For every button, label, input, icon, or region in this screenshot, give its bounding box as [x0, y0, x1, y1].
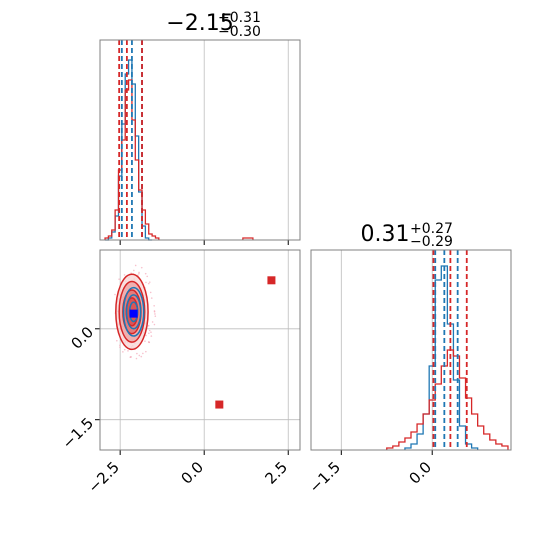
joint-sample-point	[153, 310, 156, 312]
joint-sample-point	[154, 315, 157, 318]
joint-sample-point	[116, 339, 118, 342]
joint-sample-point	[123, 348, 126, 351]
y-marginal-hist-series_a	[404, 265, 479, 450]
x-marginal-hist-tail	[242, 237, 254, 240]
y-marginal-frame	[310, 249, 512, 451]
joint-sample-point	[146, 275, 149, 278]
joint-sample-point	[118, 278, 120, 280]
joint-sample-point	[150, 331, 152, 334]
joint-sample-point	[147, 282, 150, 285]
x-marginal-frame	[99, 39, 301, 241]
joint-sample-point	[114, 293, 116, 296]
joint-sample-point	[123, 274, 126, 276]
joint-sample-point	[150, 335, 153, 337]
joint-sample-point	[130, 356, 132, 358]
joint-sample-point	[148, 281, 151, 283]
joint-sample-point	[145, 281, 147, 284]
joint-sample-point	[147, 341, 150, 343]
y-title-sub: −0.29	[410, 234, 453, 250]
x-title-value: −2.15	[166, 11, 233, 36]
joint-sample-point	[133, 269, 135, 272]
joint-sample-point	[153, 304, 155, 307]
joint-sample-point	[119, 346, 121, 348]
joint-sample-point	[127, 350, 129, 352]
joint-sample-point	[140, 266, 143, 269]
joint-sample-point	[144, 340, 146, 342]
joint-frame	[99, 249, 301, 451]
joint-sample-point	[148, 332, 150, 335]
joint-sample-point	[138, 354, 141, 357]
joint-point-0	[267, 276, 276, 285]
joint-sample-point	[135, 357, 138, 360]
y-title-value: 0.31	[361, 222, 410, 247]
joint-sample-point	[142, 352, 144, 355]
joint-sample-point	[151, 321, 154, 323]
x-title-sub: −0.30	[218, 24, 261, 40]
joint-sample-point	[145, 334, 147, 337]
joint-sample-point	[138, 271, 140, 274]
x-marginal-title: −2.15	[166, 11, 233, 36]
joint-sample-point	[134, 264, 137, 267]
joint-sample-point	[148, 329, 151, 332]
joint-sample-point	[154, 313, 156, 315]
joint-sample-point	[149, 291, 152, 294]
joint-sample-point	[153, 323, 156, 326]
y-title-sup: +0.27	[410, 221, 453, 237]
joint-contour-series_a-1	[125, 294, 142, 330]
x-marginal-hist-series_a	[105, 59, 153, 241]
joint-sample-point	[150, 297, 153, 299]
y-marginal-hist-series_b	[386, 349, 509, 450]
joint-sample-point	[138, 272, 140, 275]
y-marginal-title: 0.31	[361, 222, 410, 247]
joint-contour-series_a-2	[128, 301, 139, 323]
joint-sample-point	[119, 344, 121, 347]
joint-sample-point	[147, 324, 150, 327]
joint-sample-point	[144, 272, 147, 275]
joint-sample-point	[145, 350, 147, 353]
x-title-sup: +0.31	[218, 10, 261, 26]
joint-contour-series_a-0	[122, 286, 145, 337]
joint-sample-point	[136, 352, 138, 355]
joint-sample-point	[140, 355, 143, 358]
joint-point-2	[129, 309, 138, 318]
joint-sample-point	[122, 351, 124, 353]
x-marginal-panel	[99, 39, 301, 245]
joint-point-1	[215, 400, 224, 409]
